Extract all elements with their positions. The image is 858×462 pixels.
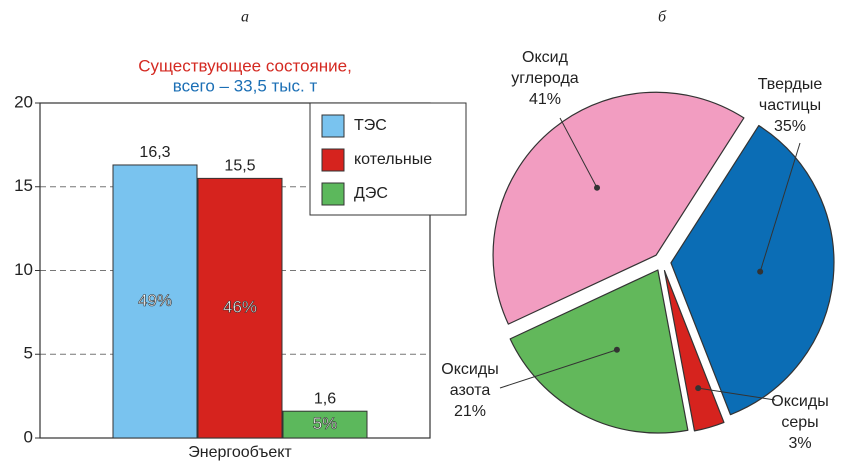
- leader-line: [759, 142, 801, 272]
- pie-slice: [492, 91, 745, 325]
- legend-swatch: [321, 182, 345, 206]
- legend-label: котельные: [354, 151, 432, 168]
- share-label: 46%: [223, 298, 257, 317]
- leader-dot: [613, 346, 620, 353]
- leader-dot: [757, 268, 764, 275]
- pie-label: Оксид углерода: [511, 49, 579, 87]
- pie-label: Твердые частицы: [758, 76, 823, 114]
- value-label: 15,5: [224, 158, 255, 175]
- pie-label-line: Твердые: [758, 76, 823, 93]
- y-tick-label: 15: [14, 176, 33, 195]
- legend-label: ДЭС: [354, 185, 388, 202]
- bar: [197, 177, 283, 439]
- leader-dot: [695, 385, 702, 392]
- leader-line: [499, 349, 618, 389]
- leader-dot: [594, 184, 601, 191]
- pie-label-line: Оксиды: [441, 361, 498, 378]
- pie-label-line: Оксиды: [771, 393, 828, 410]
- pie-slice: [509, 269, 689, 434]
- chart-title: всего – 33,5 тыс. т: [173, 76, 318, 95]
- panel-label: б: [658, 9, 667, 26]
- pie-value-label: 21%: [454, 403, 486, 420]
- pie-label: Оксиды азота: [441, 361, 498, 399]
- legend-swatch: [321, 148, 345, 172]
- legend-label: ТЭС: [354, 117, 387, 134]
- pie-value-label: 35%: [774, 118, 806, 135]
- pie-label-line: углерода: [511, 70, 579, 87]
- pie-slice: [670, 124, 835, 416]
- leader-line: [698, 387, 776, 401]
- y-tick-label: 20: [14, 92, 33, 111]
- pie-label: Оксиды серы: [771, 393, 828, 431]
- pie-value-label: 41%: [529, 91, 561, 108]
- panel-label: а: [241, 9, 249, 26]
- y-tick-label: 0: [24, 427, 33, 446]
- y-tick-label: 5: [24, 344, 33, 363]
- bar: [112, 164, 198, 439]
- leader-line: [559, 117, 598, 189]
- legend: ТЭС котельные ДЭС: [309, 102, 467, 216]
- value-label: 16,3: [139, 144, 170, 161]
- legend-swatch: [321, 114, 345, 138]
- x-tick-label: Энергообъект: [188, 444, 292, 461]
- pie-slice: [663, 270, 725, 432]
- share-label: 49%: [138, 291, 172, 310]
- pie-value-label: 3%: [788, 435, 811, 452]
- chart-title: Существующее состояние,: [138, 56, 352, 75]
- share-label: 5%: [313, 414, 338, 433]
- bar: [282, 410, 368, 439]
- pie-label-line: серы: [781, 414, 818, 431]
- pie-label-line: Оксид: [522, 49, 569, 66]
- y-tick-label: 10: [14, 260, 33, 279]
- pie-label-line: частицы: [759, 97, 821, 114]
- pie-label-line: азота: [450, 382, 491, 399]
- value-label: 1,6: [314, 390, 336, 407]
